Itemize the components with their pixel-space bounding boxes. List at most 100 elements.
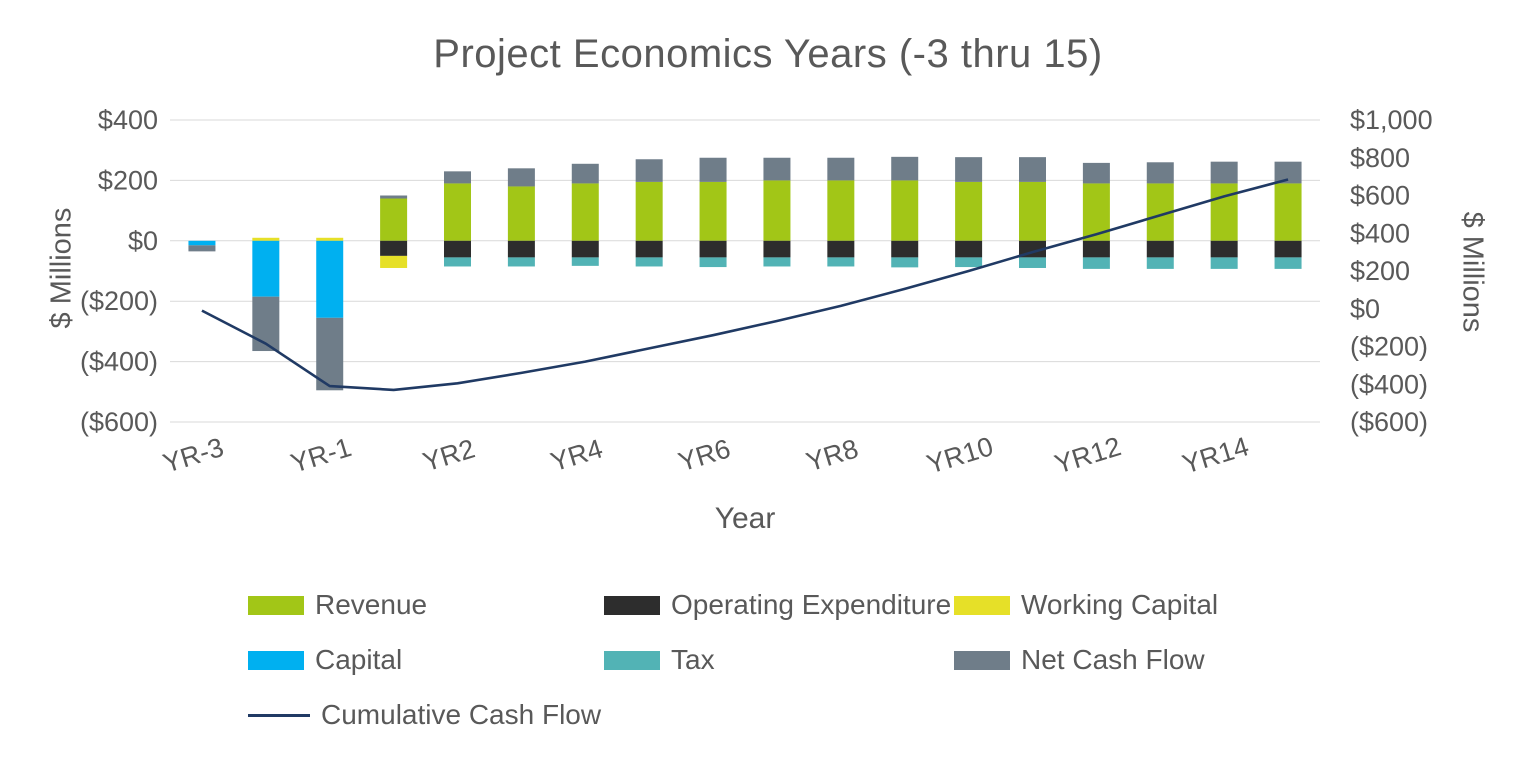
chart-canvas: $400 $200 $0 ($200) ($400) ($600) $1,000 $800 $6…: [80, 105, 1433, 480]
bar-segment-operating-expenditure: [955, 240, 983, 258]
left-axis-tick-label: ($400): [80, 347, 158, 377]
bar-segment-revenue: [955, 181, 983, 241]
x-axis-tick-label: YR-1: [287, 432, 355, 479]
bar-segment-operating-expenditure: [1210, 240, 1238, 258]
bar-segment-net-cash-flow: [1210, 161, 1238, 184]
legend-label: Tax: [671, 644, 715, 675]
bar-segment-tax: [444, 257, 471, 267]
bar-segment-tax: [635, 257, 663, 267]
left-axis-tick-label: ($600): [80, 407, 158, 437]
left-axis-tick-label: $200: [98, 165, 158, 195]
bar-segment-revenue: [1274, 183, 1302, 241]
legend-item-cumulative-cash-flow: Cumulative Cash Flow: [248, 698, 604, 732]
bar-segment-operating-expenditure: [444, 240, 471, 258]
bar-segment-tax: [571, 257, 599, 266]
right-axis-tick-label: ($200): [1350, 332, 1428, 362]
bar-segment-operating-expenditure: [1082, 240, 1110, 258]
bar-segment-working-capital: [252, 237, 280, 241]
bar-segment-tax: [763, 257, 791, 267]
bar-segment-net-cash-flow: [1146, 162, 1174, 184]
legend-item-tax: Tax: [604, 643, 954, 677]
bar-segment-operating-expenditure: [891, 240, 919, 258]
x-axis-title: Year: [714, 502, 776, 535]
right-axis-tick-label: $400: [1350, 218, 1410, 248]
legend-color-swatch: [248, 595, 304, 615]
bar-segment-revenue: [507, 186, 535, 241]
left-axis-tick-label: $400: [98, 105, 158, 135]
legend-color-swatch: [954, 595, 1010, 615]
bar-segment-capital: [316, 240, 344, 318]
bar-segment-tax: [699, 257, 727, 268]
bar-segment-tax: [1210, 257, 1238, 269]
legend: Revenue Operating Expenditure Working Capi…: [248, 588, 1334, 732]
x-axis-tick-label: YR2: [419, 433, 478, 477]
right-axis-tick-label: $200: [1350, 256, 1410, 286]
bar-segment-tax: [827, 257, 855, 267]
bar-segment-revenue: [444, 183, 471, 241]
legend-item-operating-expenditure: Operating Expenditure: [604, 588, 954, 622]
legend-label: Cumulative Cash Flow: [321, 699, 602, 730]
bar-segment-net-cash-flow: [635, 159, 663, 182]
bar-segment-revenue: [1210, 183, 1238, 241]
bar-segment-capital: [188, 240, 216, 246]
chart-title: Project Economics Years (-3 thru 15): [433, 32, 1103, 76]
bar-segment-operating-expenditure: [571, 240, 599, 258]
legend-color-swatch: [604, 595, 660, 615]
bar-segment-tax: [507, 257, 535, 267]
bar-segment-tax: [955, 257, 983, 268]
bar-segment-tax: [891, 257, 919, 268]
bar-segment-working-capital: [316, 237, 344, 241]
bar-segment-capital: [252, 240, 280, 297]
bar-segment-net-cash-flow: [763, 157, 791, 181]
bar-segment-net-cash-flow: [380, 195, 408, 199]
x-axis-tick-label: YR14: [1179, 431, 1252, 479]
bar-segment-operating-expenditure: [763, 240, 791, 258]
bar-segment-net-cash-flow: [316, 317, 344, 391]
x-axis-tick-label: YR-3: [160, 432, 228, 479]
x-axis-tick-label: YR8: [803, 433, 862, 477]
x-axis-tick-label: YR6: [675, 433, 734, 477]
legend-line-marker: [248, 713, 310, 717]
legend-item-capital: Capital: [248, 643, 604, 677]
right-axis-tick-label: ($600): [1350, 407, 1428, 437]
cumulative-cash-flow-line: [201, 178, 1289, 392]
bar-segment-net-cash-flow: [571, 163, 599, 184]
legend-color-swatch: [954, 650, 1010, 670]
bar-segment-net-cash-flow: [1274, 161, 1302, 184]
legend-item-net-cash-flow: Net Cash Flow: [954, 643, 1334, 677]
bar-segment-working-capital: [380, 255, 408, 268]
bar-segment-revenue: [571, 183, 599, 241]
bar-segment-net-cash-flow: [1082, 162, 1110, 184]
bar-segment-operating-expenditure: [1146, 240, 1174, 258]
legend-color-swatch: [248, 650, 304, 670]
bar-segment-net-cash-flow: [444, 171, 471, 184]
bar-segment-tax: [1146, 257, 1174, 269]
legend-item-working-capital: Working Capital: [954, 588, 1334, 622]
right-axis-tick-label: $600: [1350, 181, 1410, 211]
bar-segment-net-cash-flow: [252, 296, 280, 352]
bar-segment-net-cash-flow: [507, 168, 535, 187]
bar-segment-net-cash-flow: [891, 156, 919, 181]
left-axis-tick-label: ($200): [80, 286, 158, 316]
legend-color-swatch: [604, 650, 660, 670]
bar-segment-net-cash-flow: [1019, 157, 1046, 182]
bar-segment-operating-expenditure: [699, 240, 727, 258]
bar-segment-net-cash-flow: [188, 245, 216, 252]
legend-label: Net Cash Flow: [1021, 644, 1205, 675]
right-axis-tick-label: $800: [1350, 143, 1410, 173]
legend-label: Operating Expenditure: [671, 589, 952, 620]
bar-segment-revenue: [827, 180, 855, 241]
bar-segment-operating-expenditure: [1274, 240, 1302, 258]
bar-segment-revenue: [380, 198, 408, 241]
bar-segment-operating-expenditure: [507, 240, 535, 258]
legend-label: Capital: [315, 644, 403, 675]
right-axis-tick-label: $0: [1350, 294, 1380, 324]
bar-segment-tax: [1274, 257, 1302, 269]
bar-segment-operating-expenditure: [635, 240, 663, 258]
bar-segment-revenue: [763, 180, 791, 241]
bar-segment-tax: [1019, 257, 1046, 268]
bar-segment-revenue: [635, 181, 663, 241]
bar-segment-revenue: [699, 181, 727, 241]
x-axis-tick-label: YR12: [1051, 431, 1124, 479]
